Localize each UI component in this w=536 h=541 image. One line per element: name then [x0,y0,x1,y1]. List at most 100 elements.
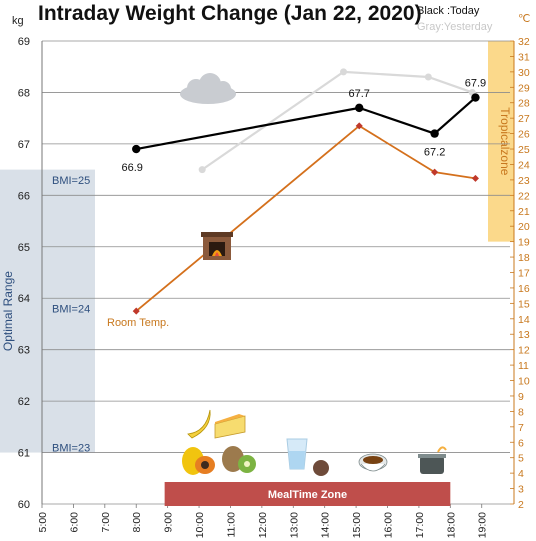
bmi-label: BMI=25 [52,175,90,187]
right-tick-label: 26 [518,129,530,141]
tropical-zone-label: Tropicalzone [498,107,512,176]
right-tick-label: 24 [518,159,530,171]
cooking-pot-icon [418,446,447,474]
bmi-label: BMI=24 [52,304,90,316]
today-data-label: 67.7 [349,88,370,100]
left-tick-label: 60 [18,499,30,511]
right-tick-label: 9 [518,391,524,403]
right-tick-label: 11 [518,360,529,372]
left-tick-label: 65 [18,242,30,254]
x-tick-label: 5:00 [37,512,49,533]
right-tick-label: 2 [518,499,524,511]
x-tick-label: 12:00 [257,512,269,538]
banana-icon [187,409,211,439]
right-tick-label: 6 [518,437,524,449]
room-temp-label: Room Temp. [107,317,169,329]
today-point [430,129,439,138]
right-tick-label: 14 [518,314,530,326]
left-tick-label: 61 [18,448,30,460]
x-tick-label: 19:00 [477,512,489,538]
left-tick-label: 62 [18,396,30,408]
right-axis-unit: ℃ [518,13,530,25]
left-tick-label: 69 [18,36,30,48]
chocolate-icon [313,460,329,476]
bmi-label: BMI=23 [52,442,90,454]
right-tick-label: 18 [518,252,530,264]
cloud-icon [180,73,236,104]
room-temp-line [135,124,476,312]
yesterday-line [201,70,473,171]
right-tick-label: 28 [518,98,530,110]
x-tick-label: 11:00 [225,512,237,538]
soup-bowl-icon [358,453,388,472]
left-tick-label: 66 [18,190,30,202]
right-tick-label: 29 [518,82,530,94]
right-tick-label: 32 [518,36,530,48]
right-tick-label: 13 [518,329,530,341]
room-temp-point [431,168,439,176]
today-data-label: 66.9 [122,162,143,174]
legend-yesterday: Gray:Yesterday [417,21,493,33]
x-tick-label: 6:00 [68,512,80,533]
meal-time-zone-label: MealTime Zone [268,489,347,501]
today-line [136,96,477,151]
cake-icon [214,414,246,439]
right-tick-label: 22 [518,190,530,202]
yesterday-point [198,166,206,174]
x-tick-label: 13:00 [288,512,300,538]
right-tick-label: 5 [518,453,524,465]
right-tick-label: 30 [518,67,530,79]
right-tick-label: 20 [518,221,530,233]
today-point [355,103,364,113]
left-tick-label: 63 [18,345,30,357]
right-tick-label: 15 [518,298,530,310]
right-tick-label: 8 [518,406,524,418]
right-tick-label: 27 [518,113,530,125]
right-tick-label: 25 [518,144,530,156]
right-tick-label: 7 [518,422,524,434]
optimal-range-label: Optimal Range [1,271,15,351]
right-tick-label: 3 [518,484,524,496]
kiwi-icon [222,446,256,473]
room-temp-point [132,307,140,315]
fireplace-icon [201,232,233,260]
gridlines [42,40,510,505]
right-tick-label: 31 [518,51,530,63]
right-tick-label: 10 [518,376,530,388]
water-glass-icon [286,438,308,470]
today-data-label: 67.9 [465,78,486,90]
x-tick-label: 18:00 [445,512,457,538]
right-tick-label: 23 [518,175,530,187]
x-tick-label: 9:00 [163,512,175,533]
today-point [132,144,141,154]
left-tick-label: 67 [18,139,30,151]
papaya-icon [182,447,215,475]
optimal-range-band [0,169,95,453]
right-tick-label: 17 [518,268,530,280]
chart-title: Intraday Weight Change (Jan 22, 2020) [38,2,422,25]
room-temp-point [471,174,479,182]
left-tick-label: 64 [18,293,30,305]
x-tick-label: 8:00 [131,512,143,533]
today-data-label: 67.2 [424,147,445,159]
x-tick-label: 14:00 [320,512,332,538]
yesterday-point [424,73,432,81]
left-tick-label: 68 [18,87,30,99]
legend-today: Black :Today [417,5,480,17]
x-tick-label: 16:00 [383,512,395,538]
x-tick-label: 15:00 [351,512,363,538]
tropical-zone-band [488,41,514,242]
x-tick-label: 7:00 [100,512,112,533]
right-tick-label: 19 [518,237,530,249]
yesterday-point [340,68,348,76]
right-tick-label: 16 [518,283,530,295]
meal-time-zone-bar [164,482,451,506]
room-temp-point [355,122,363,130]
right-tick-label: 4 [518,468,524,480]
today-point [471,93,480,102]
right-tick-label: 12 [518,345,530,357]
x-tick-label: 10:00 [194,512,206,538]
right-tick-label: 21 [518,206,530,218]
left-axis-unit: kg [12,15,24,27]
